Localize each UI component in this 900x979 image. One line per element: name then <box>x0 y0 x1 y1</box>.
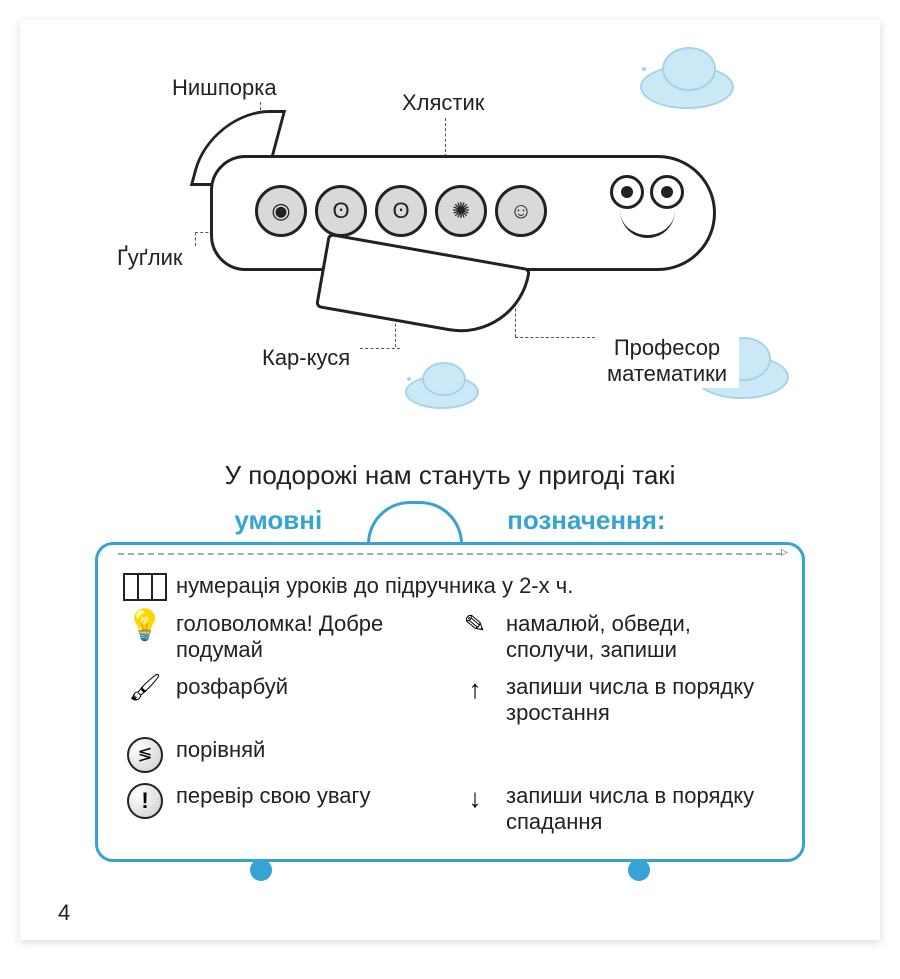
handle-right-word: позначення: <box>507 505 665 536</box>
airplane-window: ◉ <box>255 185 307 237</box>
legend-bulb: головоломка! Добре подумай <box>170 611 450 664</box>
label-huhlyk: Ґуґлик <box>115 245 185 271</box>
pencil-icon: ✎ <box>449 609 501 639</box>
book-icon <box>120 573 170 601</box>
eye-icon <box>650 175 684 209</box>
compare-icon: ≶ <box>120 737 170 773</box>
legend-suitcase: нумерація уроків до підручника у 2-х ч. … <box>95 542 805 862</box>
legend-arrow-down: запиши числа в порядку спадання <box>500 783 780 836</box>
legend-book: нумерація уроків до підручника у 2-х ч. <box>170 573 573 599</box>
textbook-page: Нишпорка Хлястик Ґуґлик Кар-куся Професо… <box>20 20 880 940</box>
label-profesor: Професор математики <box>595 335 739 388</box>
legend-exclaim: перевір свою увагу <box>170 783 371 809</box>
label-nyshporka: Нишпорка <box>170 75 279 101</box>
suitcase-wheels <box>120 859 780 885</box>
exclaim-icon: ! <box>120 783 170 819</box>
smile-icon <box>620 210 675 238</box>
airplane: ◉ ʘ ʘ ✺ ☺ <box>210 135 730 305</box>
leader-line <box>360 348 400 349</box>
label-khlystyk: Хлястик <box>400 90 486 116</box>
zipper-icon <box>118 553 782 555</box>
airplane-scene: Нишпорка Хлястик Ґуґлик Кар-куся Професо… <box>20 20 880 420</box>
lightbulb-icon: 💡 <box>120 611 170 641</box>
intro-text: У подорожі нам стануть у пригоді такі <box>20 460 880 491</box>
page-number: 4 <box>58 900 70 926</box>
airplane-window: ✺ <box>435 185 487 237</box>
wheel-icon <box>250 859 272 881</box>
legend-compare: порівняй <box>170 737 265 763</box>
legend-arrow-up: запиши числа в порядку зростання <box>500 674 780 727</box>
eye-icon <box>610 175 644 209</box>
arrow-up-icon: ↑ <box>450 674 500 705</box>
legend-brush: розфарбуй <box>170 674 288 700</box>
cloud <box>405 375 479 409</box>
label-karkusya: Кар-куся <box>260 345 352 371</box>
legend-pencil: намалюй, обведи, сполучи, запиши <box>500 611 780 664</box>
airplane-window: ʘ <box>375 185 427 237</box>
airplane-window: ☺ <box>495 185 547 237</box>
suitcase-handle-row: умовні позначення: <box>20 501 880 536</box>
brush-icon: 🖌 <box>120 674 170 700</box>
arrow-down-icon: ↓ <box>450 783 500 814</box>
airplane-window: ʘ <box>315 185 367 237</box>
cloud <box>640 65 734 109</box>
handle-left-word: умовні <box>234 505 322 536</box>
airplane-face <box>595 175 705 255</box>
leader-line <box>195 232 196 246</box>
wheel-icon <box>628 859 650 881</box>
leader-line <box>515 337 595 338</box>
suitcase-handle-icon <box>367 501 463 544</box>
